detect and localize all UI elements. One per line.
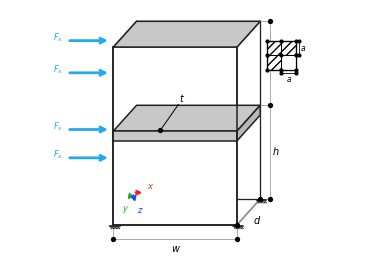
Polygon shape — [114, 21, 260, 47]
Polygon shape — [237, 105, 260, 141]
Text: w: w — [171, 244, 179, 254]
Text: $F_x$: $F_x$ — [53, 63, 63, 76]
Bar — [267, 55, 282, 70]
Bar — [267, 41, 296, 70]
Polygon shape — [114, 47, 237, 225]
Polygon shape — [114, 131, 237, 141]
Text: x: x — [147, 182, 152, 191]
Polygon shape — [114, 105, 260, 131]
Bar — [282, 55, 296, 70]
Text: t: t — [180, 94, 184, 104]
Text: d: d — [254, 216, 260, 226]
Text: $F_x$: $F_x$ — [53, 148, 63, 161]
Text: $F_x$: $F_x$ — [53, 120, 63, 133]
Bar — [267, 41, 282, 55]
Bar — [282, 41, 296, 55]
Text: y: y — [122, 204, 128, 213]
Text: a: a — [286, 75, 291, 84]
Text: $F_x$: $F_x$ — [53, 31, 63, 44]
Text: a: a — [301, 44, 306, 53]
Bar — [267, 41, 296, 70]
Text: z: z — [137, 206, 142, 215]
Text: h: h — [273, 147, 279, 157]
Text: h: h — [273, 58, 279, 68]
